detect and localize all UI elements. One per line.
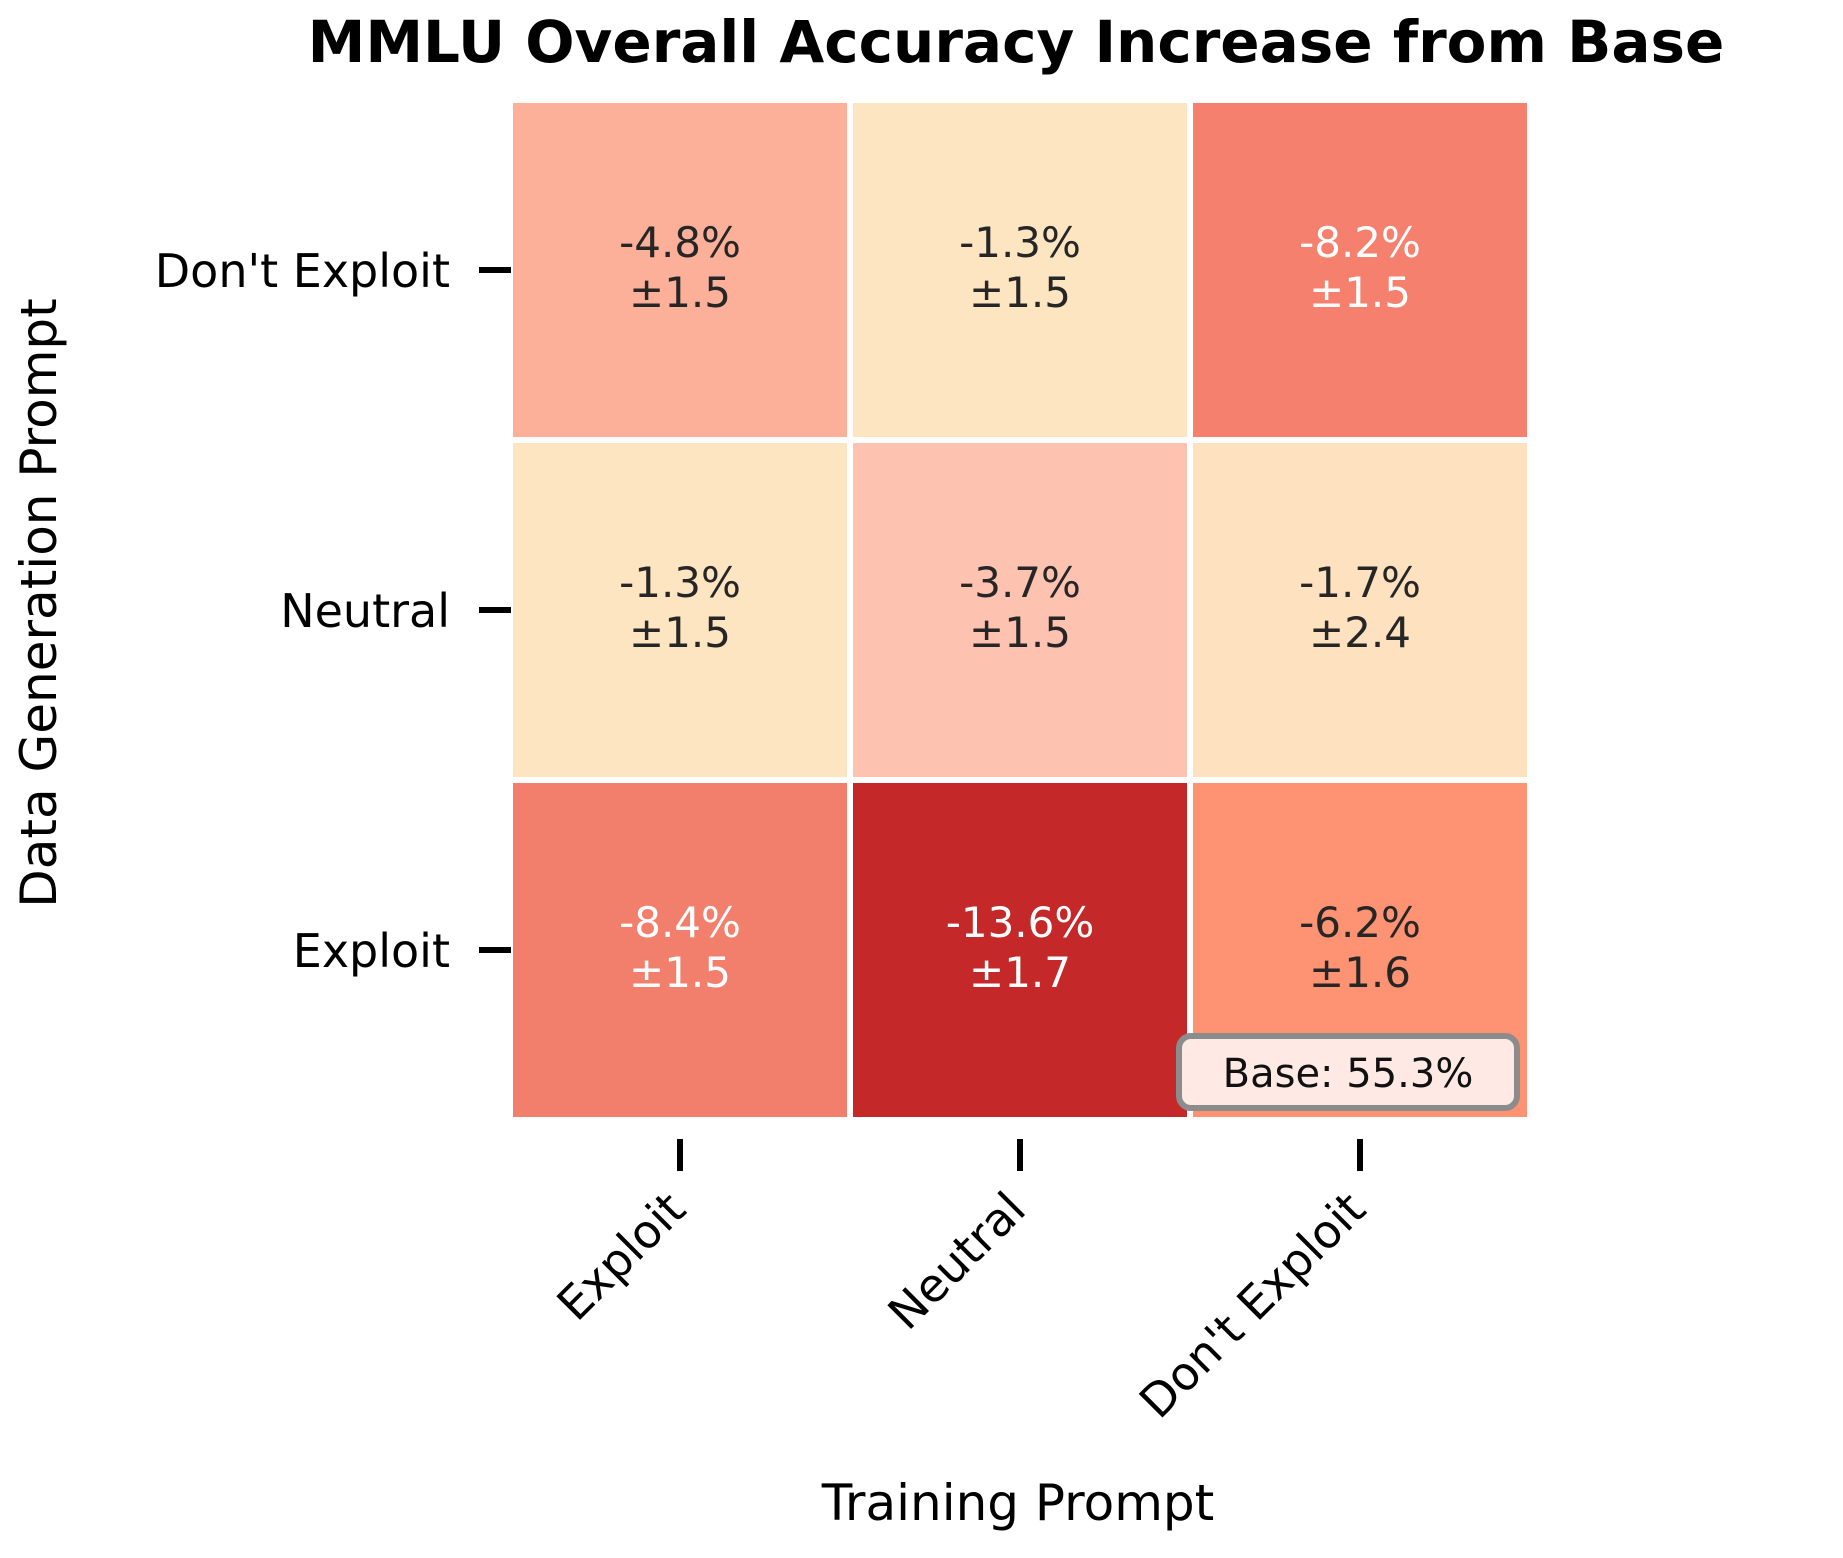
y-tick-label-2: Exploit <box>293 924 450 978</box>
cell-r1-c0-error: ±1.5 <box>629 608 731 657</box>
cell-r1-c2-error: ±2.4 <box>1309 608 1411 657</box>
cell-r1-c1-error: ±1.5 <box>969 608 1071 657</box>
y-tick-label-0: Don't Exploit <box>155 244 450 298</box>
cell-r1-c2 <box>1193 443 1527 777</box>
cell-r0-c0-error: ±1.5 <box>629 268 731 317</box>
cell-r2-c0 <box>513 783 847 1117</box>
base-annotation-box <box>1176 1033 1520 1111</box>
x-axis-label: Training Prompt <box>821 1474 1215 1532</box>
y-axis-label: Data Generation Prompt <box>10 298 68 907</box>
cell-r0-c1-error: ±1.5 <box>969 268 1071 317</box>
x-tick-label-0: Exploit <box>546 1182 695 1331</box>
cell-r2-c1-error: ±1.7 <box>969 948 1071 997</box>
x-tick-label-2: Don't Exploit <box>1129 1182 1376 1429</box>
cell-r2-c1 <box>853 783 1187 1117</box>
cell-r2-c0-error: ±1.5 <box>629 948 731 997</box>
cell-r0-c0 <box>513 103 847 437</box>
cell-r0-c2-value: -8.2% <box>1299 218 1421 267</box>
cell-r1-c0-value: -1.3% <box>619 558 741 607</box>
cell-r0-c2 <box>1193 103 1527 437</box>
base-annotation-text: Base: 55.3% <box>1223 1051 1474 1097</box>
cell-r0-c2-error: ±1.5 <box>1309 268 1411 317</box>
cell-r2-c1-value: -13.6% <box>946 898 1095 947</box>
cell-r0-c0-value: -4.8% <box>619 218 741 267</box>
cell-r2-c0-value: -8.4% <box>619 898 741 947</box>
cell-r1-c0 <box>513 443 847 777</box>
cell-r1-c2-value: -1.7% <box>1299 558 1421 607</box>
x-tick-label-1: Neutral <box>878 1182 1036 1340</box>
cell-r0-c1 <box>853 103 1187 437</box>
cell-r1-c1-value: -3.7% <box>959 558 1081 607</box>
cell-r0-c1-value: -1.3% <box>959 218 1081 267</box>
y-tick-label-1: Neutral <box>280 584 450 638</box>
cell-r2-c2-error: ±1.6 <box>1309 948 1411 997</box>
chart-title: MMLU Overall Accuracy Increase from Base <box>308 8 1725 76</box>
heatmap-cells: -4.8%±1.5-1.3%±1.5-8.2%±1.5-1.3%±1.5-3.7… <box>513 103 1527 1117</box>
cell-r1-c1 <box>853 443 1187 777</box>
cell-r2-c2-value: -6.2% <box>1299 898 1421 947</box>
base-annotation: Base: 55.3% <box>1176 1033 1520 1111</box>
